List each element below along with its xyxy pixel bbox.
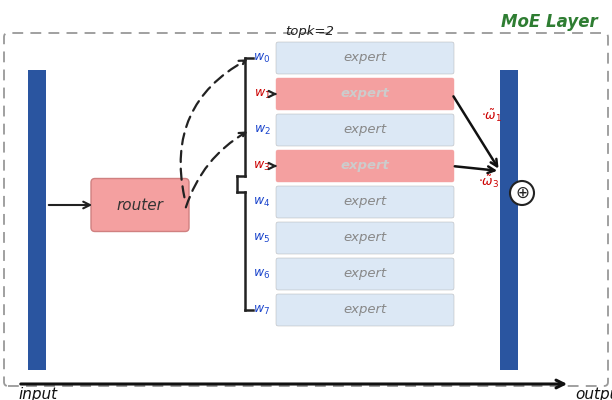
Text: expert: expert	[343, 196, 387, 208]
Text: $w_0$: $w_0$	[253, 52, 271, 64]
Text: expert: expert	[343, 52, 387, 64]
Text: $\cdot\tilde{\omega}_3$: $\cdot\tilde{\omega}_3$	[478, 174, 499, 190]
FancyBboxPatch shape	[276, 294, 454, 326]
Text: expert: expert	[340, 160, 389, 172]
Text: topk=2: topk=2	[286, 26, 334, 38]
FancyBboxPatch shape	[276, 150, 454, 182]
FancyBboxPatch shape	[276, 114, 454, 146]
Text: router: router	[116, 198, 163, 212]
Text: $w_5$: $w_5$	[253, 232, 271, 244]
FancyBboxPatch shape	[28, 70, 46, 370]
FancyBboxPatch shape	[276, 258, 454, 290]
Text: input: input	[18, 387, 57, 400]
Text: expert: expert	[343, 232, 387, 244]
Text: expert: expert	[343, 124, 387, 136]
Text: expert: expert	[343, 268, 387, 280]
FancyBboxPatch shape	[276, 42, 454, 74]
Text: MoE Layer: MoE Layer	[501, 13, 598, 31]
FancyBboxPatch shape	[276, 186, 454, 218]
Text: expert: expert	[343, 304, 387, 316]
FancyBboxPatch shape	[500, 70, 518, 370]
FancyBboxPatch shape	[91, 178, 189, 232]
Text: $w_3$: $w_3$	[253, 160, 271, 172]
Text: $w_7$: $w_7$	[253, 304, 271, 316]
Text: expert: expert	[340, 88, 389, 100]
Text: $\cdot\tilde{\omega}_1$: $\cdot\tilde{\omega}_1$	[481, 108, 502, 124]
Text: $w_1$: $w_1$	[253, 88, 271, 100]
FancyBboxPatch shape	[276, 222, 454, 254]
Text: $w_6$: $w_6$	[253, 268, 271, 280]
Text: $w_4$: $w_4$	[253, 196, 271, 208]
Circle shape	[510, 181, 534, 205]
Text: output: output	[575, 387, 612, 400]
Text: ⊕: ⊕	[515, 184, 529, 202]
Text: $w_2$: $w_2$	[253, 124, 271, 136]
FancyBboxPatch shape	[276, 78, 454, 110]
